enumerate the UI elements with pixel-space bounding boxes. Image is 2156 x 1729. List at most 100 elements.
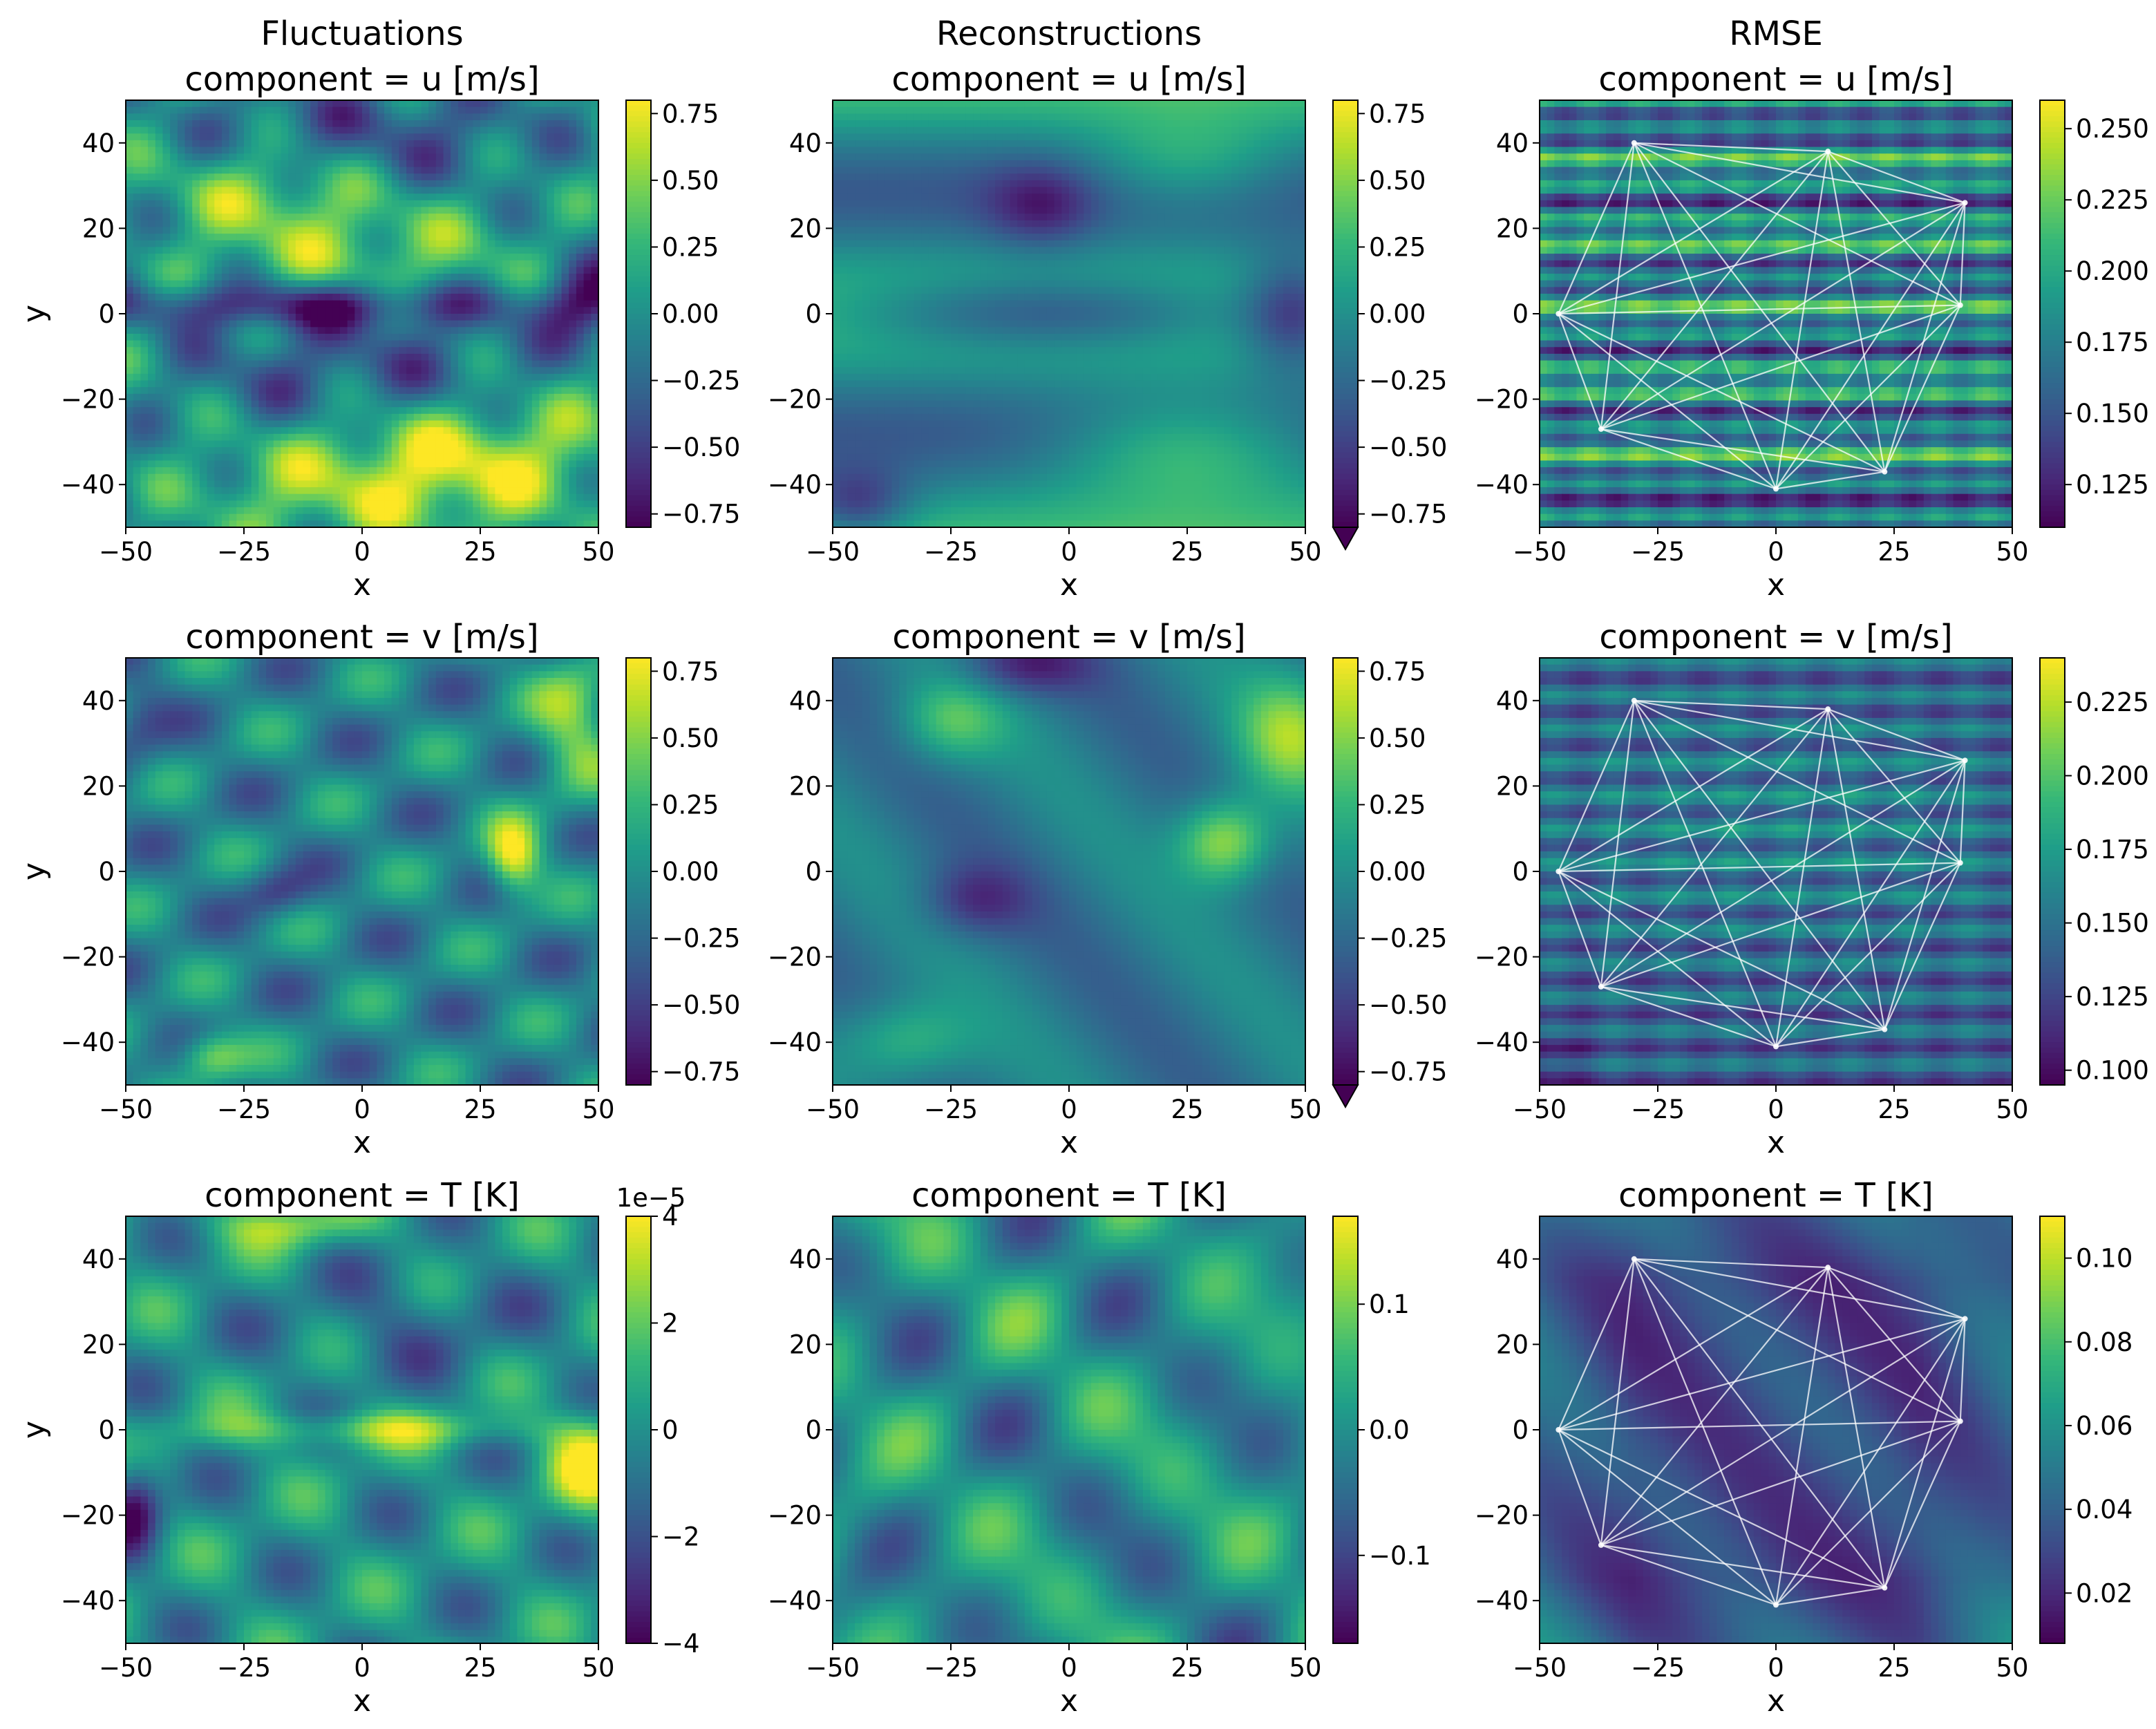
heatmap-cell: [148, 200, 155, 207]
heatmap-cell: [258, 227, 266, 234]
heatmap-cell: [510, 193, 518, 200]
figure-grid: Fluctuationscomponent = u [m/s]−50 −25 0 25…: [0, 0, 2156, 1729]
heatmap-cell: [532, 240, 540, 247]
heatmap-cell: [200, 180, 207, 187]
heatmap-cell: [296, 153, 303, 160]
heatmap-cell: [340, 147, 348, 154]
heatmap-cell: [266, 120, 274, 127]
heatmap-cell: [377, 220, 384, 227]
heatmap-cell: [296, 240, 303, 247]
heatmap-cell: [244, 113, 252, 120]
heatmap-cell: [126, 247, 133, 254]
heatmap-cell: [178, 187, 185, 194]
heatmap-cell: [222, 187, 229, 194]
heatmap-cell: [348, 173, 355, 180]
heatmap-cell: [428, 187, 436, 194]
heatmap-cell: [547, 127, 554, 134]
heatmap-cell: [178, 173, 185, 180]
heatmap-cell: [547, 107, 554, 114]
heatmap-cell: [296, 207, 303, 214]
heatmap-cell: [133, 193, 141, 200]
heatmap-cell: [288, 107, 296, 114]
heatmap-cell: [584, 113, 592, 120]
heatmap-cell: [510, 180, 518, 187]
heatmap-cell: [332, 187, 340, 194]
heatmap-cell: [303, 200, 311, 207]
heatmap-cell: [495, 227, 502, 234]
heatmap-cell: [200, 173, 207, 180]
heatmap-cell: [310, 167, 318, 174]
heatmap-cell: [244, 140, 252, 147]
heatmap-cell: [222, 153, 229, 160]
heatmap-cell: [348, 220, 355, 227]
heatmap-cell: [562, 193, 569, 200]
heatmap-cell: [495, 160, 502, 167]
heatmap-cell: [162, 133, 170, 140]
heatmap-cell: [244, 147, 252, 154]
heatmap-cell: [510, 120, 518, 127]
heatmap-cell: [362, 227, 370, 234]
heatmap-cell: [185, 234, 193, 240]
heatmap-cell: [540, 240, 547, 247]
heatmap-cell: [384, 193, 392, 200]
heatmap-cell: [466, 153, 473, 160]
heatmap-cell: [488, 193, 495, 200]
heatmap-cell: [288, 100, 296, 107]
heatmap-cell: [296, 107, 303, 114]
heatmap-cell: [200, 153, 207, 160]
heatmap-cell: [200, 107, 207, 114]
heatmap-cell: [414, 147, 422, 154]
heatmap-cell: [133, 120, 141, 127]
heatmap-cell: [399, 173, 406, 180]
heatmap-cell: [414, 107, 422, 114]
heatmap-cell: [281, 227, 288, 234]
heatmap-cell: [436, 214, 444, 220]
heatmap-cell: [140, 173, 148, 180]
heatmap-cell: [310, 180, 318, 187]
heatmap-cell: [540, 207, 547, 214]
heatmap-cell: [554, 193, 562, 200]
heatmap-cell: [406, 127, 414, 134]
heatmap-cell: [332, 193, 340, 200]
heatmap-cell: [244, 153, 252, 160]
heatmap-cell: [222, 180, 229, 187]
heatmap-cell: [495, 173, 502, 180]
heatmap-cell: [148, 153, 155, 160]
heatmap-cell: [140, 180, 148, 187]
heatmap-cell: [126, 133, 133, 140]
heatmap-cell: [318, 160, 325, 167]
heatmap-cell: [354, 207, 362, 214]
heatmap-cell: [162, 220, 170, 227]
heatmap-cell: [281, 120, 288, 127]
heatmap-cell: [252, 107, 259, 114]
heatmap-cell: [185, 200, 193, 207]
heatmap-cell: [495, 167, 502, 174]
heatmap-cell: [502, 180, 510, 187]
heatmap-cell: [547, 214, 554, 220]
heatmap-cell: [406, 247, 414, 254]
heatmap-cell: [436, 247, 444, 254]
heatmap-cell: [178, 120, 185, 127]
heatmap-cell: [126, 193, 133, 200]
heatmap-cell: [185, 147, 193, 154]
heatmap-cell: [362, 107, 370, 114]
heatmap-cell: [532, 220, 540, 227]
heatmap-cell: [236, 207, 244, 214]
heatmap-cell: [502, 240, 510, 247]
heatmap-cell: [340, 200, 348, 207]
heatmap-cell: [340, 140, 348, 147]
heatmap-cell: [591, 120, 598, 127]
heatmap-cell: [458, 220, 466, 227]
heatmap-cell: [584, 193, 592, 200]
heatmap-cell: [252, 227, 259, 234]
heatmap-cell: [288, 167, 296, 174]
heatmap-cell: [258, 147, 266, 154]
heatmap-cell: [274, 193, 281, 200]
heatmap-cell: [436, 234, 444, 240]
heatmap-cell: [214, 167, 222, 174]
heatmap-cell: [162, 120, 170, 127]
heatmap-cell: [340, 113, 348, 120]
heatmap-cell: [207, 193, 215, 200]
heatmap-cell: [569, 173, 576, 180]
heatmap-cell: [258, 167, 266, 174]
